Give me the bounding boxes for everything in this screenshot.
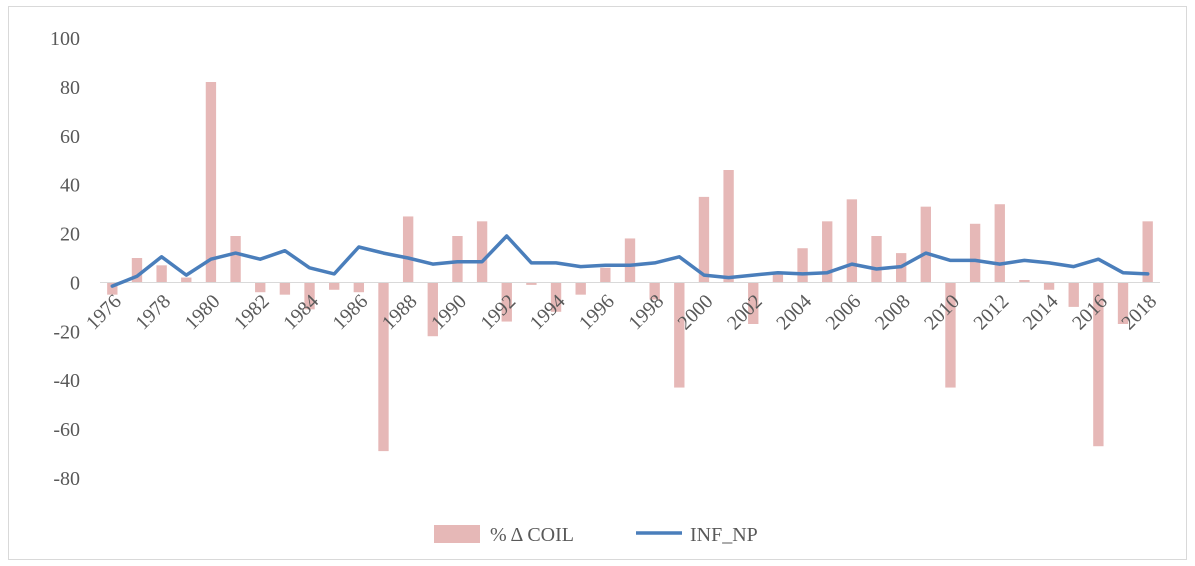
legend-label-coil: % Δ COIL xyxy=(490,524,574,546)
coil-bar xyxy=(1043,282,1055,290)
coil-bar xyxy=(1019,280,1030,283)
x-tick-label: 1978 xyxy=(131,290,175,334)
coil-bar xyxy=(304,282,315,310)
y-tick-label: -60 xyxy=(53,419,80,441)
x-tick-label: 1980 xyxy=(181,290,225,334)
coil-bar xyxy=(476,221,488,283)
coil-bar xyxy=(1093,282,1104,447)
x-tick-label: 1982 xyxy=(230,290,274,334)
x-tick-label: 1984 xyxy=(279,290,323,334)
coil-bar xyxy=(649,282,660,300)
coil-bar xyxy=(1068,282,1079,307)
coil-bar xyxy=(1117,282,1129,324)
coil-bar xyxy=(550,282,562,312)
coil-bar xyxy=(822,221,833,283)
coil-bar xyxy=(723,170,734,283)
x-tick-label: 2004 xyxy=(772,290,816,334)
x-tick-label: 1992 xyxy=(476,290,520,334)
coil-bar xyxy=(698,196,710,283)
x-tick-label: 2002 xyxy=(723,290,767,334)
coil-bar xyxy=(501,282,512,322)
x-tick-label: 2008 xyxy=(871,290,915,334)
coil-bar xyxy=(1142,221,1153,283)
coil-bar xyxy=(526,282,537,285)
coil-bar xyxy=(748,282,759,324)
coil-bar xyxy=(131,258,143,283)
coil-bar xyxy=(994,204,1005,283)
coil-bar xyxy=(797,248,808,283)
coil-bar xyxy=(279,282,291,295)
coil-bar xyxy=(378,282,389,452)
y-tick-label: 0 xyxy=(70,272,80,294)
coil-bar xyxy=(945,282,956,388)
y-tick-label: 80 xyxy=(60,77,80,99)
y-tick-label: 60 xyxy=(60,126,80,148)
coil-bar xyxy=(156,265,167,283)
legend: % Δ COIL INF_NP xyxy=(434,524,758,546)
x-tick-label: 1976 xyxy=(82,290,126,334)
y-tick-label: 100 xyxy=(50,28,80,50)
y-tick-label: 40 xyxy=(60,175,80,197)
coil-bar xyxy=(205,82,217,283)
legend-label-inf-np: INF_NP xyxy=(690,524,758,546)
coil-bar xyxy=(181,277,192,283)
y-tick-label: -80 xyxy=(53,468,80,490)
coil-bars xyxy=(107,82,1153,452)
coil-bar xyxy=(575,282,586,295)
coil-bar xyxy=(600,267,611,283)
coil-bar xyxy=(674,282,685,388)
x-tick-label: 1996 xyxy=(575,290,619,334)
coil-bar xyxy=(969,223,981,283)
y-tick-label: 20 xyxy=(60,224,80,246)
x-tick-label: 2014 xyxy=(1019,290,1063,334)
coil-bar xyxy=(230,236,241,283)
inf-np-line xyxy=(110,234,1150,288)
x-tick-label: 1994 xyxy=(526,290,570,334)
coil-bar xyxy=(452,236,463,283)
coil-bar xyxy=(353,282,365,293)
x-tick-label: 2010 xyxy=(920,290,964,334)
coil-bar xyxy=(255,282,266,293)
x-tick-label: 1986 xyxy=(329,290,373,334)
coil-bar xyxy=(772,272,784,283)
chart-frame xyxy=(8,6,1187,560)
coil-bar xyxy=(402,216,414,283)
coil-bar xyxy=(329,282,340,290)
y-tick-label: -20 xyxy=(53,321,80,343)
legend-swatch-coil xyxy=(434,525,480,543)
coil-bar xyxy=(871,236,882,283)
y-axis-ticks: 100 80 60 40 20 0 -20 -40 -60 -80 xyxy=(50,28,80,490)
coil-bar xyxy=(427,282,438,337)
x-tick-label: 1998 xyxy=(624,290,668,334)
y-tick-label: -40 xyxy=(53,370,80,392)
coil-bar xyxy=(846,199,858,283)
x-tick-label: 2006 xyxy=(822,290,866,334)
x-axis-ticks: 1976 1978 1980 1982 1984 1986 1988 1990 1992 1994… xyxy=(82,290,1161,334)
coil-bar xyxy=(107,282,118,295)
coil-bar xyxy=(920,206,931,283)
x-tick-label: 2012 xyxy=(969,290,1013,334)
coil-bar xyxy=(624,238,636,283)
